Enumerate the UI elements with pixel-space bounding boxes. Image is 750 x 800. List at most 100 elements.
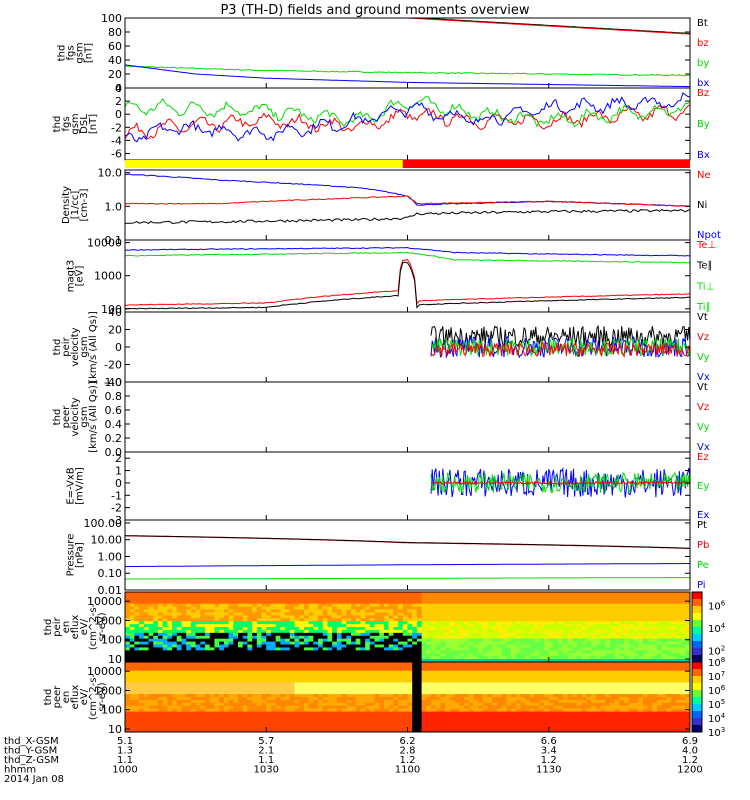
spectrogram-cell <box>473 609 479 613</box>
spectrogram-cell <box>440 594 446 599</box>
spectrogram-cell <box>562 600 568 605</box>
spectrogram-cell <box>270 635 277 640</box>
spectrogram-cell <box>355 600 361 605</box>
spectrogram-cell <box>162 685 168 689</box>
spectrogram-cell <box>534 638 540 642</box>
spectrogram-cell <box>322 641 328 645</box>
spectrogram-cell <box>261 685 267 689</box>
spectrogram-cell <box>143 679 149 683</box>
spectrogram-cell <box>647 609 653 613</box>
spectrogram-cell <box>426 656 432 660</box>
spectrogram-cell <box>501 606 507 610</box>
spectrogram-cell <box>162 664 168 669</box>
spectrogram-cell <box>449 618 455 622</box>
spectrogram-cell <box>233 664 239 669</box>
spectrogram-cell <box>388 697 394 701</box>
spectrogram-cell <box>238 685 244 689</box>
spectrogram-cell <box>134 708 140 712</box>
spectrogram-cell <box>435 647 441 651</box>
spectrogram-cell <box>200 641 206 645</box>
spectrogram-cell <box>299 729 305 733</box>
spectrogram-cell <box>374 673 380 677</box>
spectrogram-cell <box>162 600 168 605</box>
spectrogram-cell <box>553 653 559 657</box>
spectrogram-cell <box>266 711 272 715</box>
spectrogram-cell <box>609 615 616 619</box>
spectrogram-cell <box>195 644 201 648</box>
spectrogram-cell <box>303 697 310 701</box>
spectrogram-cell <box>275 650 281 654</box>
spectrogram-cell <box>365 615 371 619</box>
spectrogram-cell <box>285 624 291 628</box>
spectrogram-cell <box>586 638 592 642</box>
spectrogram-cell <box>374 624 380 628</box>
spectrogram-cell <box>318 612 324 616</box>
spectrogram-cell <box>327 717 333 721</box>
spectrogram-cell <box>308 650 314 654</box>
spectrogram-cell <box>148 702 154 707</box>
spectrogram-cell <box>252 653 258 657</box>
spectrogram-cell <box>148 650 154 654</box>
spectrogram-cell <box>148 606 154 610</box>
spectrogram-cell <box>242 635 248 640</box>
spectrogram-cell <box>209 627 215 631</box>
spectrogram-cell <box>266 702 272 707</box>
spectrogram-cell <box>195 632 201 637</box>
spectrogram-cell <box>303 597 310 602</box>
spectrogram-cell <box>468 688 474 692</box>
spectrogram-cell <box>139 612 145 616</box>
panel-frame <box>124 381 691 453</box>
spectrogram-cell <box>675 647 681 651</box>
spectrogram-cell <box>341 708 347 712</box>
spectrogram-cell <box>238 673 244 677</box>
spectrogram-cell <box>134 673 140 677</box>
spectrogram-cell <box>675 632 681 637</box>
spectrogram-cell <box>468 609 474 613</box>
spectrogram-cell <box>332 673 338 677</box>
spectrogram-cell <box>402 720 408 724</box>
spectrogram-cell <box>125 659 131 663</box>
spectrogram-cell <box>360 615 366 619</box>
spectrogram-cell <box>412 592 418 596</box>
spectrogram-cell <box>638 638 644 642</box>
spectrogram-cell <box>153 711 159 715</box>
spectrogram-cell <box>548 624 554 628</box>
spectrogram-cell <box>341 699 347 704</box>
spectrogram-cell <box>148 667 154 672</box>
spectrogram-cell <box>351 711 357 715</box>
spectrogram-cell <box>525 650 531 654</box>
spectrogram-cell <box>464 632 470 637</box>
spectrogram-cell <box>125 691 131 695</box>
spectrogram-cell <box>628 621 634 625</box>
spectrogram-cell <box>214 603 220 607</box>
spectrogram-cell <box>355 705 361 710</box>
y-axis-label: Density <box>61 186 72 224</box>
spectrogram-cell <box>435 632 441 637</box>
spectrogram-cell <box>478 600 484 605</box>
spectrogram-cell <box>308 694 314 698</box>
legend-label: Vt <box>697 312 708 323</box>
spectrogram-cell <box>322 676 328 680</box>
spectrogram-cell <box>299 720 305 724</box>
spectrogram-cell <box>365 624 371 628</box>
spectrogram-cell <box>256 603 262 607</box>
spectrogram-cell <box>529 656 536 660</box>
spectrogram-cell <box>209 600 215 605</box>
spectrogram-cell <box>303 729 310 733</box>
spectrogram-cell <box>233 702 239 707</box>
spectrogram-cell <box>374 615 380 619</box>
spectrogram-cell <box>609 624 616 628</box>
spectrogram-cell <box>162 662 168 666</box>
spectrogram-cell <box>280 618 286 622</box>
spectrogram-cell <box>412 635 418 640</box>
spectrogram-cell <box>365 676 371 680</box>
spectrogram-cell <box>388 597 394 602</box>
spectrogram-cell <box>285 641 291 645</box>
spectrogram-cell <box>398 729 404 733</box>
spectrogram-cell <box>129 711 135 715</box>
spectrogram-cell <box>308 702 314 707</box>
spectrogram-cell <box>454 723 460 727</box>
spectrogram-cell <box>506 647 512 651</box>
spectrogram-cell <box>162 641 168 645</box>
spectrogram-cell <box>355 664 361 669</box>
